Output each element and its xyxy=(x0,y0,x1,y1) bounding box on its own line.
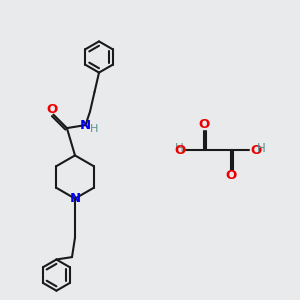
Text: H: H xyxy=(257,142,266,155)
Text: N: N xyxy=(69,192,81,205)
Text: O: O xyxy=(198,118,210,131)
Text: H: H xyxy=(90,124,98,134)
Text: O: O xyxy=(46,103,58,116)
Text: O: O xyxy=(175,143,186,157)
Text: O: O xyxy=(225,169,237,182)
Text: H: H xyxy=(175,142,184,155)
Text: N: N xyxy=(80,118,91,132)
Text: O: O xyxy=(250,143,262,157)
